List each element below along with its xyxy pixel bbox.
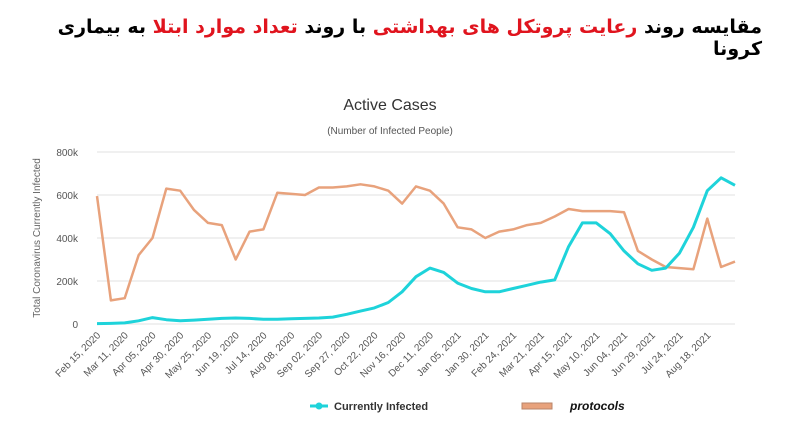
title-part: با روند xyxy=(304,16,367,38)
y-axis-label: Total Coronavirus Currently Infected xyxy=(32,158,43,318)
title-part: رعایت پروتکل های بهداشتی xyxy=(372,16,638,38)
chart-subtitle: (Number of Infected People) xyxy=(327,126,453,137)
y-tick-label: 200k xyxy=(56,277,79,288)
chart-title: Active Cases xyxy=(343,97,436,114)
legend-swatch xyxy=(521,402,553,410)
y-tick-label: 800k xyxy=(56,148,79,159)
page-title: مقایسه روند رعایت پروتکل های بهداشتی با … xyxy=(20,16,762,60)
title-part: تعداد موارد ابتلا xyxy=(152,16,298,38)
y-tick-label: 600k xyxy=(56,191,79,202)
series-line xyxy=(96,176,736,326)
series-line xyxy=(95,183,736,302)
legend-label: Currently Infected xyxy=(334,401,428,413)
legend-label: protocols xyxy=(569,399,625,413)
y-tick-label: 400k xyxy=(56,234,79,245)
title-part: مقایسه روند xyxy=(643,16,762,38)
legend-swatch xyxy=(315,402,323,410)
y-tick-label: 0 xyxy=(72,320,78,331)
title-part: به بیماری کرونا xyxy=(57,16,762,60)
